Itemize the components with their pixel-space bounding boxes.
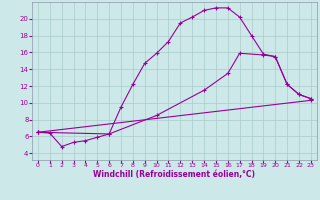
X-axis label: Windchill (Refroidissement éolien,°C): Windchill (Refroidissement éolien,°C) (93, 170, 255, 179)
